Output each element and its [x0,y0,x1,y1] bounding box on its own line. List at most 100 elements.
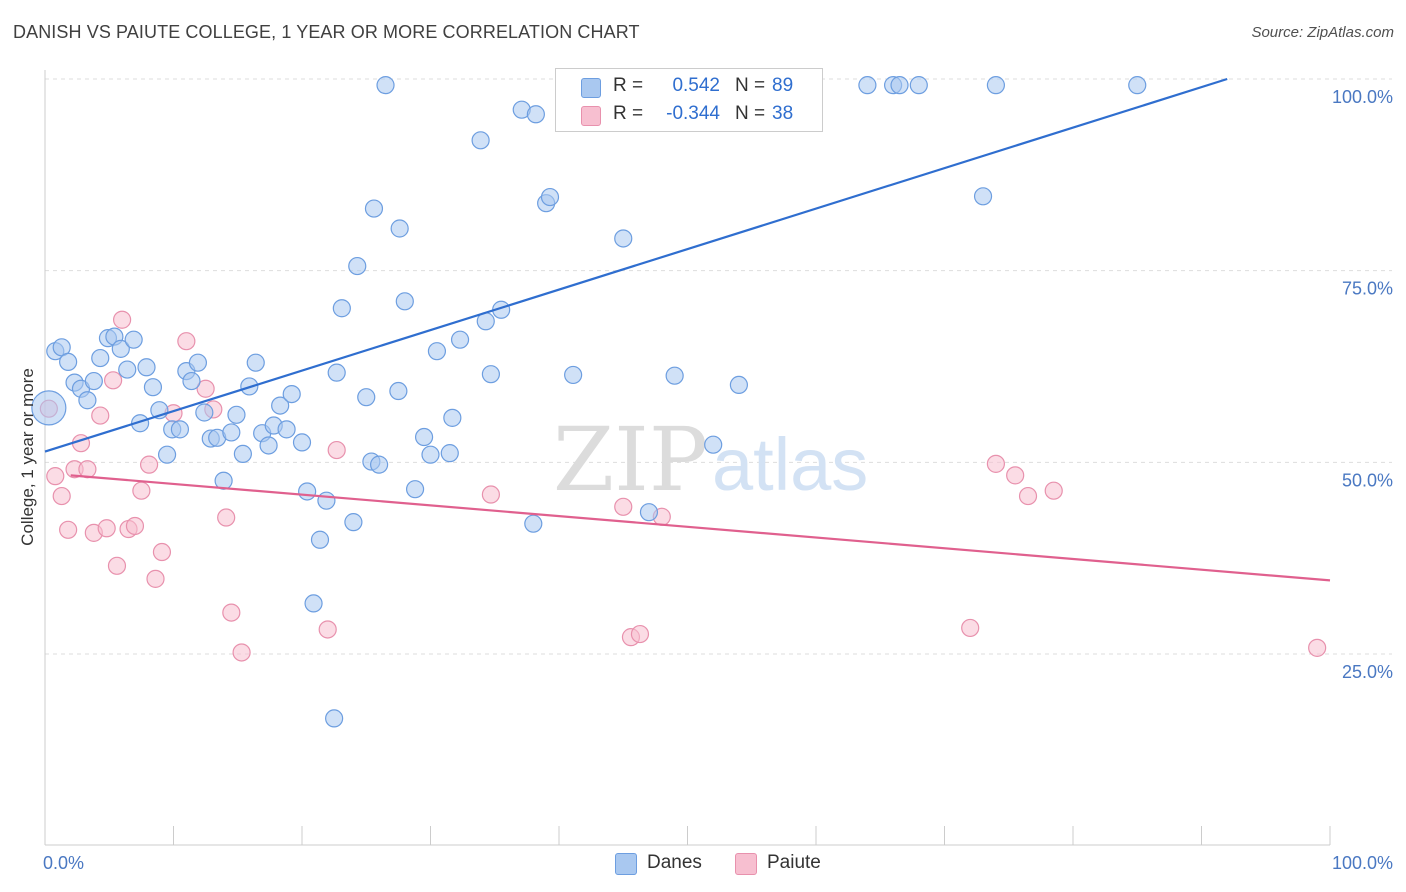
danes-point [118,360,137,379]
danes-legend-label: Danes [647,852,702,873]
legend-row-paiute: R = -0.344 N = 38 [556,100,822,128]
y-tick-label: 100.0% [1332,87,1393,107]
paiute-point [232,643,251,662]
paiute-point [1044,481,1063,500]
danes-swatch [581,78,601,98]
paiute-point [132,481,151,500]
paiute-point [318,620,337,639]
paiute-point [986,454,1006,473]
legend-row-danes: R = 0.542 N = 89 [556,72,822,100]
y-axis-label: College, 1 year or more [18,368,37,546]
danes-point [614,229,633,248]
legend-r-label: R = [613,75,644,96]
paiute-point [481,485,500,504]
danes-point [481,365,500,384]
paiute-point [52,486,71,506]
paiute-point [112,310,132,329]
danes-point [332,299,351,318]
paiute-point [630,624,650,644]
paiute-point [1308,638,1327,657]
paiute-point [91,406,110,425]
danes-point [665,366,684,385]
paiute-point [139,455,159,474]
danes-point [427,342,447,361]
danes-point [1128,76,1147,95]
paiute-point [614,497,633,516]
paiute-point [125,516,145,536]
paiute-point [222,603,241,622]
paiute-trend-line [70,474,1331,582]
danes-point [389,381,408,401]
tick-labels: 25.0% 50.0% 75.0% 100.0% 0.0% 100.0% [43,87,1393,873]
danes-point [973,187,993,206]
danes-point [421,445,440,464]
paiute-point [961,618,980,638]
legend-r-value: -0.344 [666,103,720,124]
danes-point [395,292,414,311]
y-tick-label: 50.0% [1342,470,1393,490]
paiute-point [152,542,172,562]
danes-point-large [31,390,67,426]
danes-point [227,405,246,424]
paiute-point [196,379,215,398]
danes-point [729,375,749,394]
trend-lines [44,77,1331,582]
danes-point [909,76,928,95]
danes-point [344,513,363,532]
danes-point [91,348,110,368]
paiute-point [59,520,78,539]
legend-n-value: 38 [772,103,794,124]
legend-r-value: 0.542 [672,75,720,96]
chart-title: DANISH VS PAIUTE COLLEGE, 1 YEAR OR MORE… [13,22,640,42]
danes-point [376,76,395,95]
legend-n-label: N = [735,103,766,124]
x-tick-label: 0.0% [43,853,84,873]
danes-point [195,403,214,422]
watermark: ZIP atlas [553,408,868,511]
danes-point [414,427,434,447]
paiute-point [1018,486,1038,506]
danes-point [298,482,317,501]
paiute-swatch [581,106,601,126]
legend-n-label: N = [735,75,766,96]
danes-point [370,455,389,474]
danes-point [524,514,543,533]
danes-point [182,371,201,391]
danes-point [78,391,97,410]
danes-point [233,444,252,463]
danes-point [390,219,409,238]
danes-point [858,76,877,95]
danes-point [84,371,103,391]
paiute-legend-label: Paiute [767,852,821,873]
danes-point [137,358,156,377]
danes-point [986,76,1006,95]
paiute-point [104,371,123,390]
danes-point [357,388,376,407]
danes-point [111,339,130,358]
danes-point [222,423,241,442]
paiute-point [46,467,65,486]
paiute-legend-swatch [735,853,757,875]
legend-n-value: 89 [772,75,794,96]
danes-point [282,385,301,404]
paiute-point [107,556,127,575]
danes-point [443,408,462,427]
danes-series [31,76,1147,728]
danes-point [259,436,278,455]
danes-point [704,435,723,454]
danes-point [214,471,233,490]
axes [44,70,1331,846]
correlation-legend: R = 0.542 N = 89 R = -0.344 N = 38 [555,68,823,132]
x-tick-label: 100.0% [1332,853,1393,873]
danes-point [325,709,344,728]
danes-point [246,353,265,372]
danes-trend-line [44,77,1228,453]
danes-point [890,76,909,95]
danes-point [450,330,470,349]
paiute-point [327,440,346,460]
danes-point [59,352,78,371]
paiute-point [217,508,236,527]
y-tick-label: 75.0% [1342,279,1393,299]
danes-point [471,131,490,150]
